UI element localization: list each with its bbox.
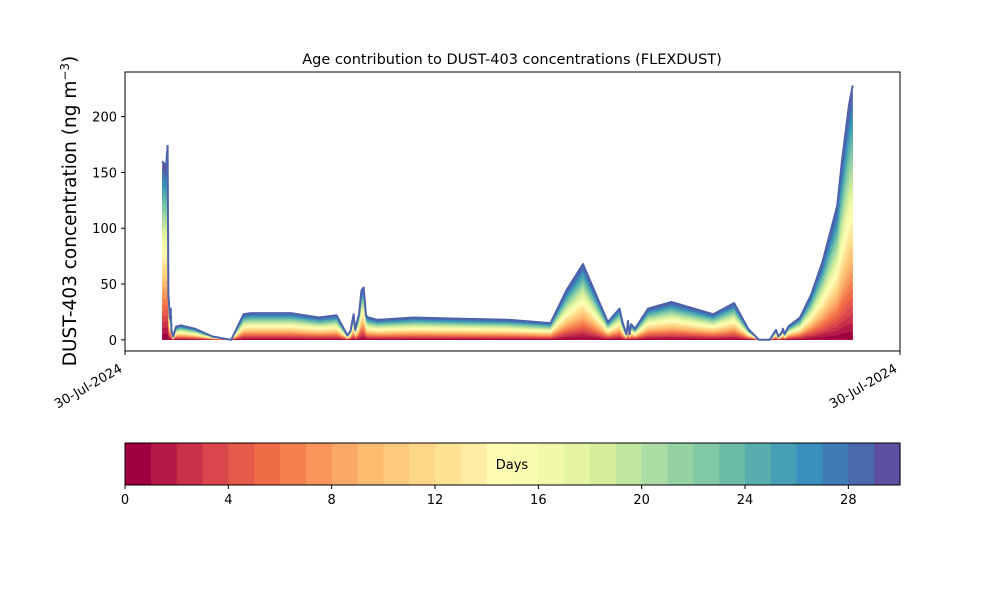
colorbar-segment <box>745 443 772 485</box>
colorbar-segment <box>280 443 307 485</box>
colorbar-segment <box>641 443 669 485</box>
colorbar-segment <box>874 443 901 485</box>
colorbar-segment <box>305 443 333 485</box>
colorbar-segment <box>538 443 565 485</box>
age-band-21 <box>162 153 853 340</box>
colorbar-tick-label: 8 <box>328 493 336 508</box>
age-band-26 <box>162 110 853 340</box>
x-tick-label: 30-Jul-2024 <box>52 361 125 412</box>
age-band-27 <box>162 102 853 340</box>
colorbar-segment <box>796 443 824 485</box>
age-band-23 <box>162 136 853 340</box>
colorbar-segment <box>254 443 281 485</box>
age-band-29 <box>162 85 853 340</box>
colorbar-segment <box>331 443 359 485</box>
colorbar-tick-label: 16 <box>530 493 547 508</box>
series-line-total <box>161 85 854 341</box>
colorbar-segment <box>125 443 152 485</box>
colorbar-segment <box>409 443 436 485</box>
x-axis: 30-Jul-2024 30-Jul-2024 <box>52 351 901 412</box>
y-tick-label: 200 <box>92 111 117 126</box>
y-axis-label: DUST-403 concentration (ng m−3) <box>58 56 81 367</box>
age-band-24 <box>162 127 853 340</box>
colorbar-segment <box>176 443 204 485</box>
colorbar: 0 4 8 12 16 20 24 28 <box>121 442 901 508</box>
colorbar-segment <box>228 443 255 485</box>
colorbar-label: Days <box>496 458 529 473</box>
age-band-25 <box>162 119 853 340</box>
colorbar-tick-label: 28 <box>840 493 857 508</box>
y-axis: 0 50 100 150 200 <box>92 111 125 349</box>
colorbar-segment <box>822 443 849 485</box>
colorbar-segment <box>202 443 229 485</box>
colorbar-segment <box>383 443 410 485</box>
chart-title: Age contribution to DUST-403 concentrati… <box>302 52 722 68</box>
age-band-28 <box>162 93 853 340</box>
colorbar-tick-label: 4 <box>224 493 232 508</box>
colorbar-segment <box>848 443 875 485</box>
colorbar-segment <box>435 443 462 485</box>
age-bands <box>162 85 853 340</box>
colorbar-segment <box>512 443 539 485</box>
colorbar-segment <box>486 443 514 485</box>
colorbar-tick-label: 0 <box>121 493 129 508</box>
y-tick-label: 50 <box>100 278 117 293</box>
colorbar-tick-label: 12 <box>427 493 444 508</box>
plot-frame <box>124 71 901 352</box>
colorbar-segment <box>150 443 178 485</box>
colorbar-segment <box>564 443 591 485</box>
age-band-22 <box>162 144 853 340</box>
colorbar-tick-label: 20 <box>633 493 650 508</box>
y-tick-label: 150 <box>92 166 117 181</box>
colorbar-segment <box>357 443 384 485</box>
colorbar-segment <box>615 443 643 485</box>
y-tick-label: 100 <box>92 222 117 237</box>
colorbar-segment <box>719 443 746 485</box>
colorbar-segment <box>590 443 617 485</box>
colorbar-frame <box>124 442 901 486</box>
x-tick-label: 30-Jul-2024 <box>827 361 900 412</box>
colorbar-segment <box>460 443 488 485</box>
colorbar-segment <box>770 443 798 485</box>
colorbar-segment <box>693 443 720 485</box>
colorbar-segment <box>667 443 694 485</box>
colorbar-tick-label: 24 <box>737 493 754 508</box>
y-tick-label: 0 <box>109 334 117 349</box>
